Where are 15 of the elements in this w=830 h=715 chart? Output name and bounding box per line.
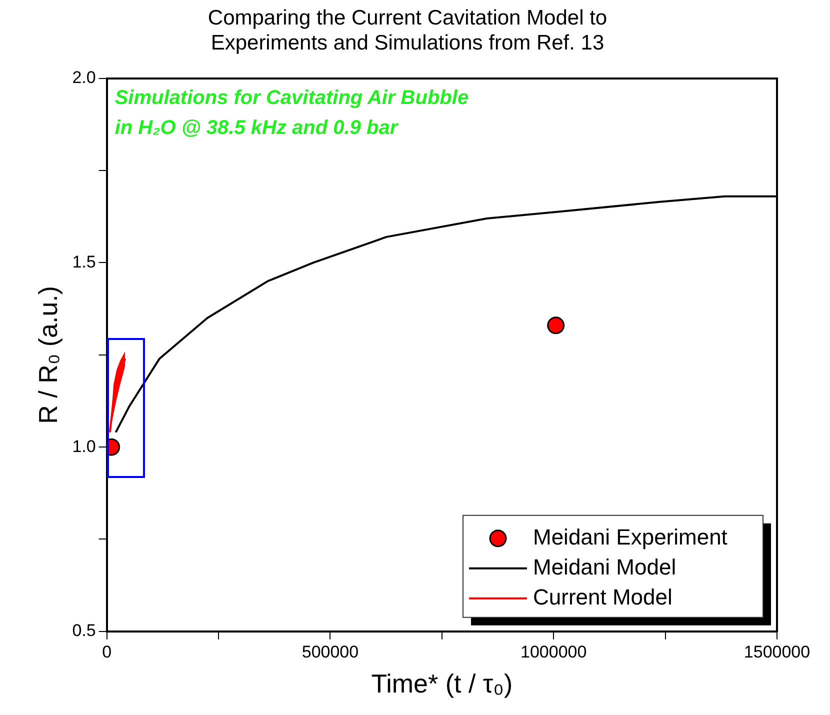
x-tick-label: 1000000 [520, 642, 587, 662]
y-tick-label: 0.5 [72, 621, 96, 640]
legend-label: Current Model [533, 584, 672, 610]
x-tick-label: 1500000 [744, 642, 810, 662]
x-tick-label: 0 [102, 642, 112, 662]
chart-title: Comparing the Current Cavitation Model to Experiments and Simulations from Ref. 13 [208, 6, 608, 55]
x-axis-title: Time* (t / τ₀) [371, 668, 513, 699]
y-tick-label: 1.0 [72, 436, 96, 456]
legend-label: Meidani Experiment [533, 524, 728, 550]
legend-label: Meidani Model [533, 554, 676, 580]
y-tick-label: 1.5 [72, 252, 96, 272]
annotation: Simulations for Cavitating Air Bubble in H₂O @ 38.5 kHz and 0.9 bar [114, 86, 469, 139]
y-axis-title: R / R₀ (a.u.) [32, 286, 63, 424]
x-tick-label: 500000 [302, 642, 359, 662]
y-tick-label: 2.0 [72, 68, 96, 88]
